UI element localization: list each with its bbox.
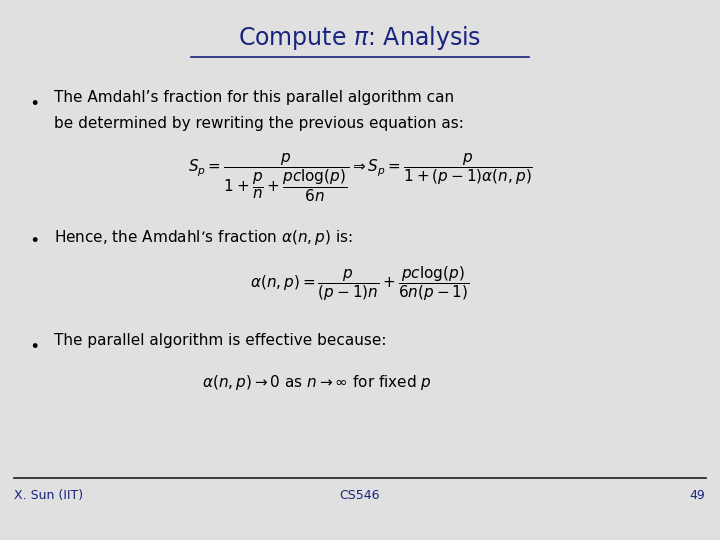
Text: $S_p = \dfrac{p}{1+\dfrac{p}{n}+\dfrac{pc\log(p)}{6n}} \Rightarrow S_p = \dfrac{: $S_p = \dfrac{p}{1+\dfrac{p}{n}+\dfrac{p…	[187, 151, 533, 204]
Text: $\alpha(n, p) = \dfrac{p}{(p-1)n} + \dfrac{pc\log(p)}{6n(p-1)}$: $\alpha(n, p) = \dfrac{p}{(p-1)n} + \dfr…	[251, 265, 469, 303]
Text: $\bullet$: $\bullet$	[29, 335, 38, 353]
Text: Hence, the Amdahl’s fraction $\alpha(n,p)$ is:: Hence, the Amdahl’s fraction $\alpha(n,p…	[54, 228, 353, 247]
Text: The Amdahl’s fraction for this parallel algorithm can: The Amdahl’s fraction for this parallel …	[54, 90, 454, 105]
Text: Compute $\pi$: Analysis: Compute $\pi$: Analysis	[238, 24, 482, 52]
Text: $\bullet$: $\bullet$	[29, 230, 38, 247]
Text: be determined by rewriting the previous equation as:: be determined by rewriting the previous …	[54, 116, 464, 131]
Text: $\alpha(n, p) \rightarrow 0 \text{ as } n \rightarrow \infty \text{ for fixed } : $\alpha(n, p) \rightarrow 0 \text{ as } …	[202, 373, 432, 392]
Text: X. Sun (IIT): X. Sun (IIT)	[14, 489, 84, 502]
Text: 49: 49	[690, 489, 706, 502]
Text: The parallel algorithm is effective because:: The parallel algorithm is effective beca…	[54, 333, 387, 348]
Text: $\bullet$: $\bullet$	[29, 92, 38, 110]
Text: CS546: CS546	[340, 489, 380, 502]
